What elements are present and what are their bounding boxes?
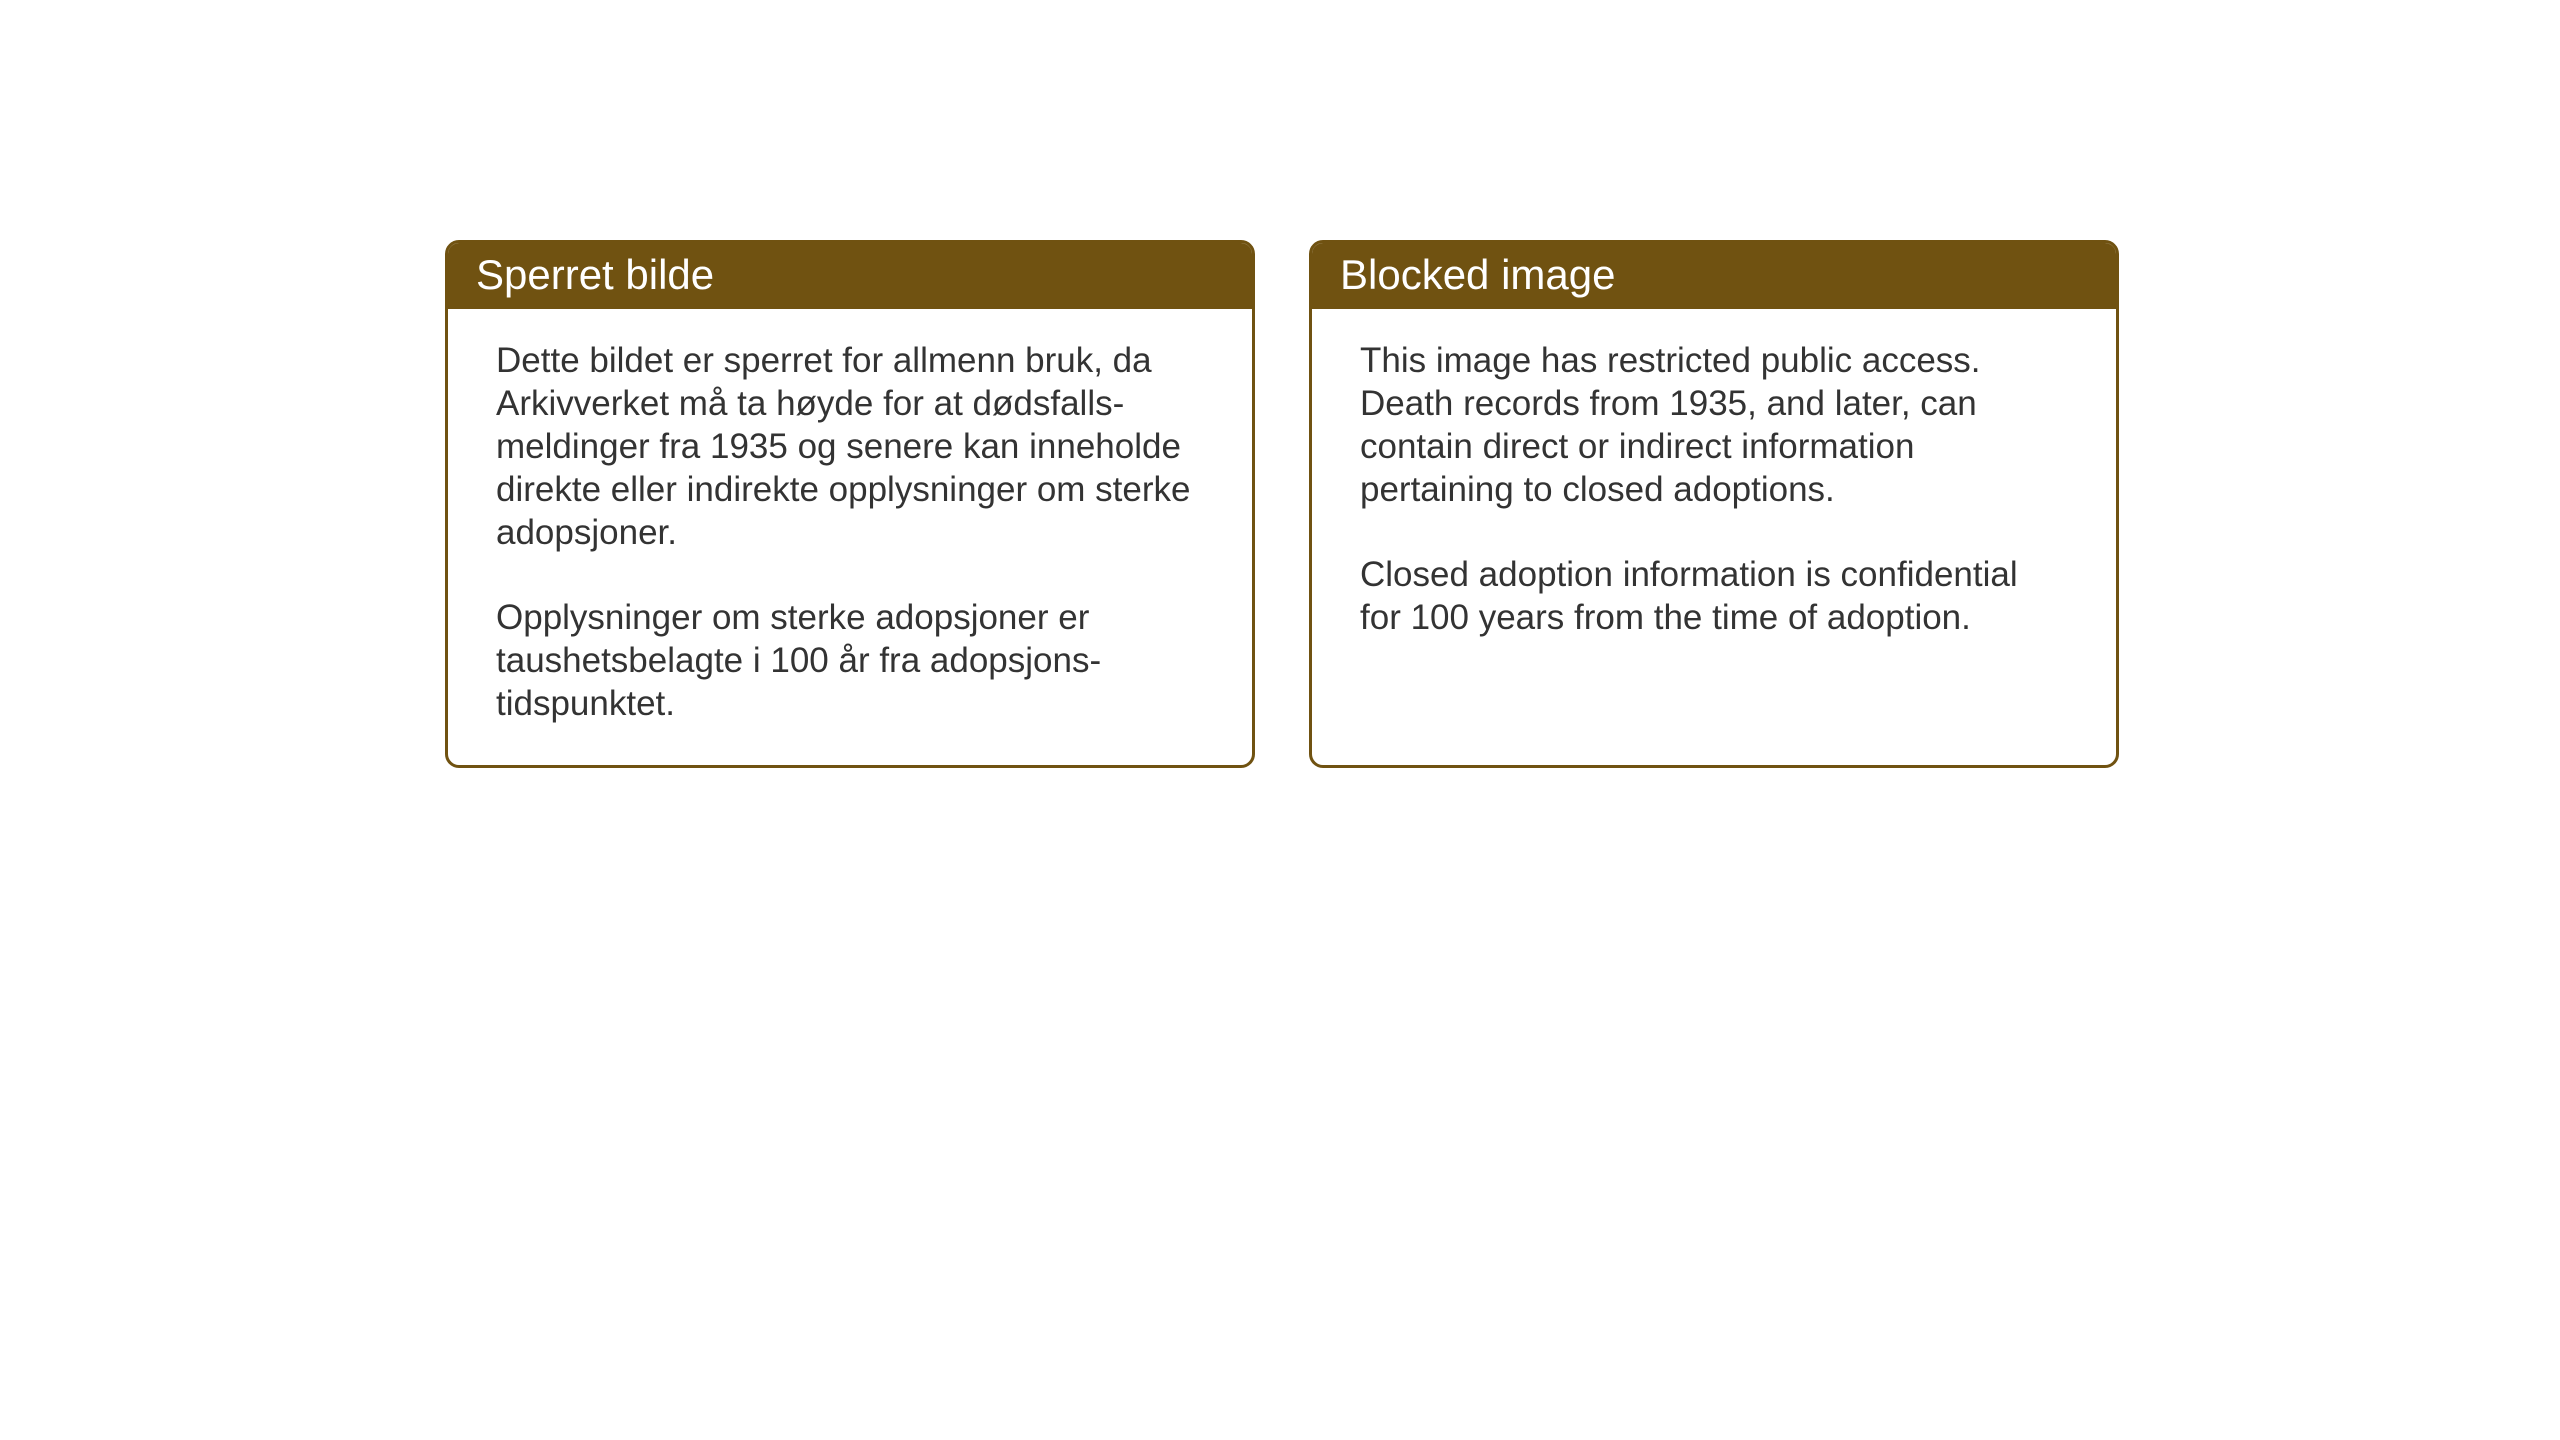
card-body-english: This image has restricted public access.…: [1312, 309, 2116, 679]
notice-container: Sperret bilde Dette bildet er sperret fo…: [445, 240, 2119, 768]
card-paragraph-2-norwegian: Opplysninger om sterke adopsjoner er tau…: [496, 596, 1204, 725]
card-paragraph-2-english: Closed adoption information is confident…: [1360, 553, 2068, 639]
card-paragraph-1-norwegian: Dette bildet er sperret for allmenn bruk…: [496, 339, 1204, 554]
card-title-norwegian: Sperret bilde: [476, 251, 714, 298]
notice-card-norwegian: Sperret bilde Dette bildet er sperret fo…: [445, 240, 1255, 768]
card-header-english: Blocked image: [1312, 243, 2116, 309]
card-header-norwegian: Sperret bilde: [448, 243, 1252, 309]
card-title-english: Blocked image: [1340, 251, 1615, 298]
card-paragraph-1-english: This image has restricted public access.…: [1360, 339, 2068, 511]
card-body-norwegian: Dette bildet er sperret for allmenn bruk…: [448, 309, 1252, 765]
notice-card-english: Blocked image This image has restricted …: [1309, 240, 2119, 768]
